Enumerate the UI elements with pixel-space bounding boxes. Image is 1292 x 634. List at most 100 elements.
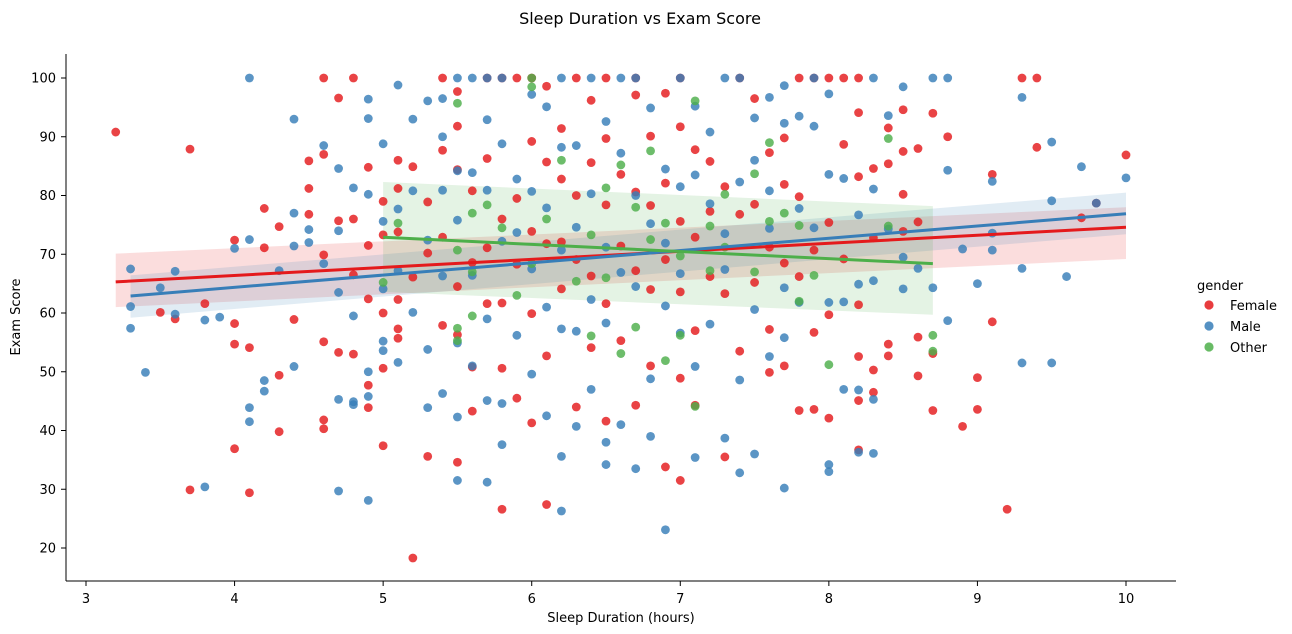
point-male: [631, 191, 641, 200]
point-male: [393, 80, 403, 90]
point-female: [794, 73, 804, 83]
point-male: [690, 362, 700, 371]
point-female: [423, 451, 433, 461]
point-female: [839, 73, 849, 83]
point-male: [1017, 92, 1027, 102]
point-male: [512, 330, 522, 340]
point-female: [304, 156, 314, 166]
point-female: [497, 363, 507, 373]
point-male: [482, 477, 492, 487]
point-male: [586, 295, 596, 304]
point-female: [393, 333, 403, 343]
point-male: [497, 440, 507, 449]
point-female: [646, 361, 655, 371]
point-male: [854, 279, 863, 289]
point-male: [408, 186, 418, 196]
point-male: [1047, 196, 1057, 206]
point-female: [705, 206, 715, 216]
point-female: [1121, 150, 1131, 160]
point-female: [230, 235, 239, 245]
point-male: [869, 394, 878, 404]
point-male: [943, 165, 953, 175]
point-male: [854, 447, 863, 457]
point-female: [794, 406, 804, 415]
point-other: [661, 356, 670, 365]
point-male: [557, 451, 566, 461]
point-female: [512, 194, 522, 203]
x-tick-label: 3: [82, 592, 90, 607]
point-male: [824, 467, 834, 477]
point-other: [824, 360, 834, 370]
point-male: [705, 319, 715, 329]
point-female: [274, 370, 284, 380]
point-male: [601, 460, 611, 469]
point-other: [527, 73, 537, 83]
point-male: [765, 186, 774, 196]
point-female: [586, 343, 596, 353]
point-female: [349, 214, 358, 224]
x-tick-label: 6: [528, 592, 536, 607]
point-female: [200, 299, 210, 308]
point-other: [765, 138, 774, 148]
point-female: [794, 192, 804, 202]
point-male: [438, 389, 447, 398]
point-male: [779, 333, 789, 343]
y-tick-label: 60: [39, 307, 56, 322]
point-male: [586, 384, 596, 394]
point-male: [616, 148, 626, 158]
point-female: [319, 337, 329, 347]
point-male: [1121, 173, 1131, 183]
point-female: [304, 184, 314, 193]
point-female: [467, 406, 477, 416]
point-female: [423, 248, 433, 258]
point-male: [482, 115, 492, 125]
point-male: [304, 225, 314, 234]
y-tick-label: 30: [39, 483, 56, 498]
point-male: [750, 305, 759, 314]
point-male: [824, 460, 834, 469]
point-female: [854, 172, 863, 182]
point-female: [839, 139, 849, 149]
point-female: [334, 93, 343, 103]
point-male: [245, 417, 254, 427]
point-female: [854, 73, 863, 83]
x-tick-label: 5: [379, 592, 387, 607]
point-male: [705, 127, 715, 137]
legend-marker-other: [1204, 342, 1214, 352]
point-male: [571, 421, 581, 431]
point-other: [467, 208, 477, 218]
point-male: [898, 284, 908, 294]
point-male: [765, 224, 774, 233]
point-male: [319, 259, 329, 269]
point-male: [289, 241, 299, 251]
x-tick-label: 7: [676, 592, 684, 607]
point-male: [259, 376, 269, 385]
point-male: [839, 174, 849, 183]
point-male: [245, 235, 254, 244]
point-male: [601, 437, 611, 447]
point-female: [289, 315, 299, 324]
point-male: [631, 73, 641, 83]
point-male: [824, 89, 834, 99]
point-female: [765, 367, 774, 377]
point-female: [898, 105, 908, 115]
point-female: [274, 427, 284, 437]
point-other: [616, 160, 626, 170]
point-male: [809, 223, 819, 233]
point-female: [750, 278, 759, 287]
point-female: [913, 217, 923, 227]
point-other: [586, 331, 596, 341]
point-male: [735, 177, 745, 187]
point-male: [661, 238, 670, 248]
point-male: [557, 506, 566, 516]
point-female: [690, 326, 700, 336]
point-female: [378, 196, 388, 206]
point-female: [527, 418, 537, 428]
point-male: [779, 283, 789, 293]
point-female: [735, 209, 745, 219]
point-female: [601, 73, 611, 83]
point-female: [571, 191, 581, 200]
point-other: [497, 223, 507, 233]
point-male: [245, 403, 254, 412]
